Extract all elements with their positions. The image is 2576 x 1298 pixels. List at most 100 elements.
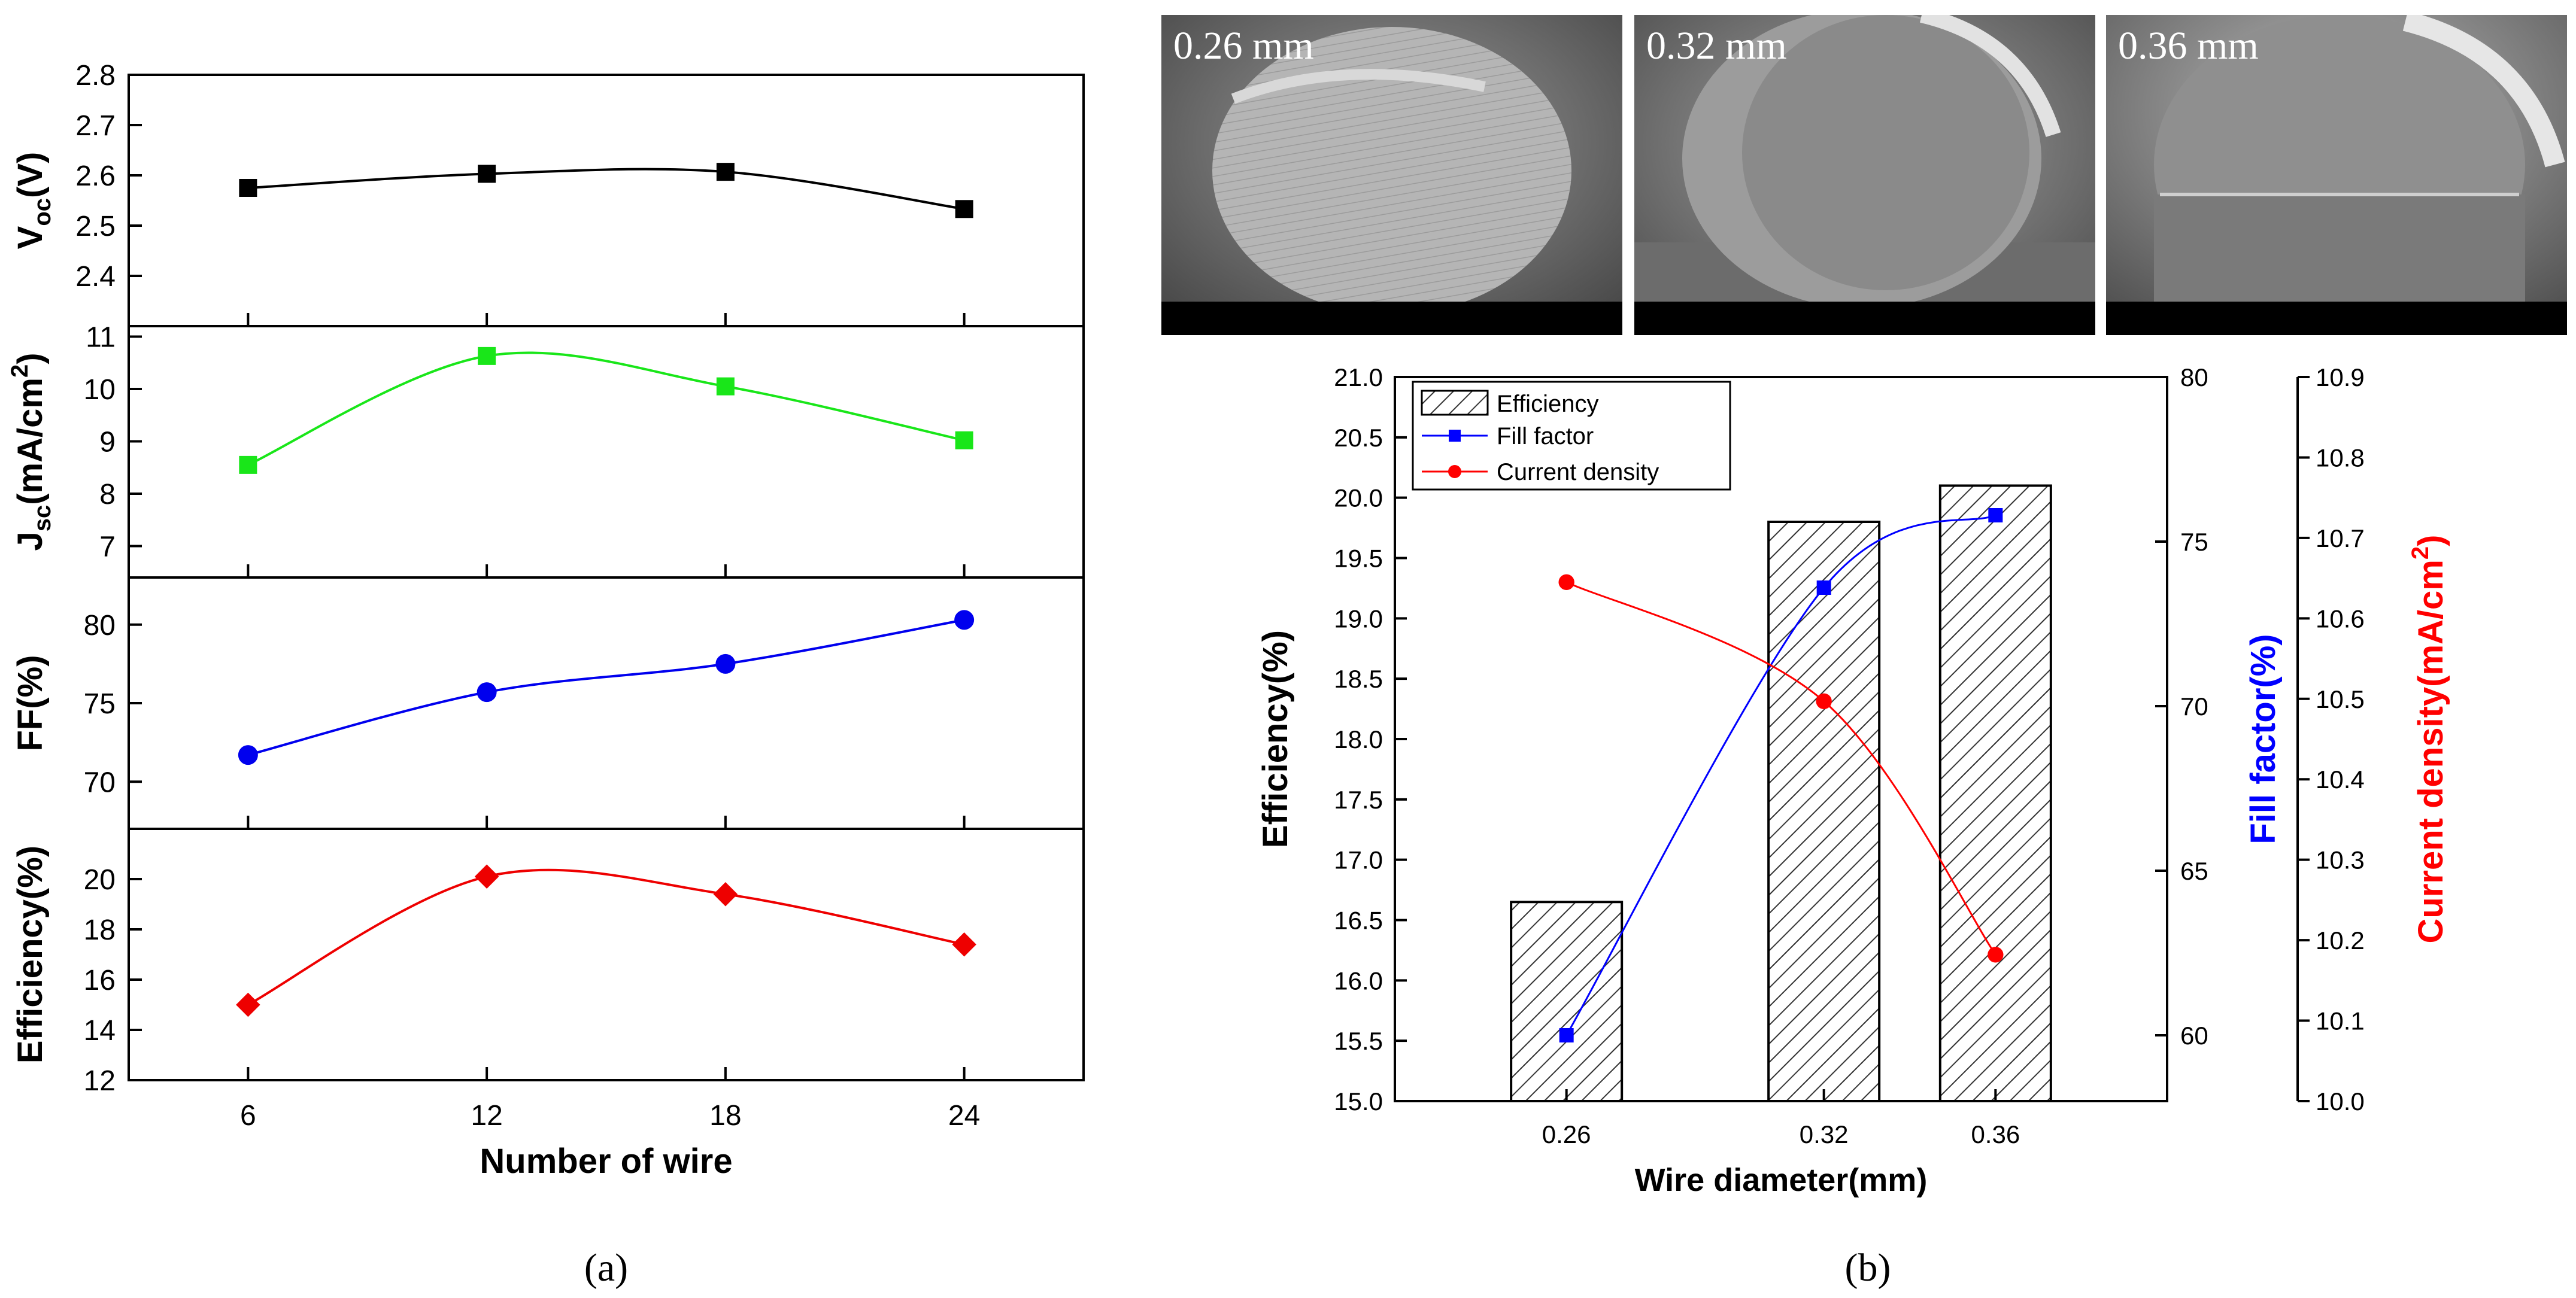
fill-factor-point xyxy=(1988,508,2003,522)
y-tick-label: 18 xyxy=(84,914,116,946)
y-label-main: Current density(mA/cm xyxy=(2411,560,2450,943)
current-density-point xyxy=(1816,693,1832,710)
y-tick-label: 16 xyxy=(84,965,116,996)
sem-image-label: 0.26 mm xyxy=(1173,24,1314,68)
y-tick-label: 20 xyxy=(84,864,116,896)
y-axis-label-current-density: Current density(mA/cm2) xyxy=(2407,535,2450,944)
subplot-2: 70 75 80 FF(%) xyxy=(11,576,1085,830)
data-point xyxy=(239,179,257,197)
panel-b-chart: 15.0 15.5 16.0 16.5 17.0 17.5 18.0 18.5 19.0 19.5… xyxy=(1256,363,2450,1290)
sem-image-0.32: 0.32 mm xyxy=(1634,15,2095,335)
subplot-frame xyxy=(128,828,1085,1081)
y-tick-label: 19.5 xyxy=(1334,545,1383,573)
series-line xyxy=(248,168,964,211)
x-tick-label: 0.26 xyxy=(1542,1120,1591,1148)
data-point xyxy=(238,745,258,765)
y-tick-label: 11 xyxy=(86,322,116,354)
data-point xyxy=(474,864,499,889)
y-label-close: ) xyxy=(11,352,50,364)
wire-cross-section-photo-icon xyxy=(1634,15,2095,335)
panel-label: (a) xyxy=(584,1246,628,1290)
x-tick-label: 6 xyxy=(240,1100,256,1132)
x-axis-label: Wire diameter(mm) xyxy=(1635,1162,1928,1198)
panel-label: (b) xyxy=(1845,1246,1891,1290)
sem-info-bar xyxy=(1634,302,2095,335)
x-tick-label: 0.32 xyxy=(1800,1120,1849,1148)
y-tick-label: 2.6 xyxy=(75,160,116,192)
y2-tick-label: 80 xyxy=(2180,363,2208,391)
y3-tick-label: 10.7 xyxy=(2316,524,2365,552)
legend-marker xyxy=(1449,430,1461,442)
y-label-main: FF(%) xyxy=(11,655,50,751)
data-point xyxy=(239,455,257,474)
y-label-main: J xyxy=(11,531,50,551)
x-tick-label: 18 xyxy=(709,1100,741,1132)
y3-tick-label: 10.0 xyxy=(2316,1087,2365,1115)
y-axis-label: Jsc(mA/cm2) xyxy=(7,352,56,551)
efficiency-bar xyxy=(1938,484,2052,1102)
data-point xyxy=(478,165,496,183)
y-label-sub: oc xyxy=(29,198,56,226)
y-label-sup: 2 xyxy=(7,364,33,378)
y-tick-label: 14 xyxy=(84,1015,116,1047)
y-tick-label: 19.0 xyxy=(1334,604,1383,633)
y-tick-label: 2.4 xyxy=(75,261,116,293)
data-point xyxy=(716,163,735,181)
y3-tick-label: 10.2 xyxy=(2316,926,2365,954)
y3-tick-label: 10.9 xyxy=(2316,363,2365,391)
y-tick-label: 75 xyxy=(84,688,116,720)
x-tick-label: 0.36 xyxy=(1971,1120,2020,1148)
y-tick-label: 12 xyxy=(84,1065,116,1097)
y3-tick-label: 10.1 xyxy=(2316,1007,2365,1035)
sem-info-bar xyxy=(1161,302,1622,335)
y3-tick-label: 10.4 xyxy=(2316,765,2365,794)
y-tick-label: 7 xyxy=(99,531,116,563)
y-tick-label: 16.0 xyxy=(1334,966,1383,995)
fill-factor-point xyxy=(1559,1028,1574,1042)
fill-factor-point xyxy=(1816,580,1831,595)
x-axis-label: Number of wire xyxy=(480,1142,732,1181)
y-label-sup: 2 xyxy=(2407,546,2434,560)
panel-a-chart: 2.42.52.62.72.8Voc(V)7891011Jsc(mA/cm2)7… xyxy=(7,60,1085,1290)
y-tick-label: 2.5 xyxy=(75,211,116,242)
y-tick-label: 2.7 xyxy=(75,110,116,142)
y-tick-label: 20.0 xyxy=(1334,484,1383,512)
data-point xyxy=(236,992,260,1017)
data-point xyxy=(713,881,738,907)
sem-image-label: 0.32 mm xyxy=(1646,24,1787,68)
wire-cross-section-photo-icon xyxy=(1161,15,1622,335)
y-label-tail: (mA/cm xyxy=(11,378,50,505)
y-axis-label: Efficiency(%) xyxy=(11,846,50,1063)
fill-factor-line xyxy=(1565,514,1996,1036)
legend-label: Current density xyxy=(1497,459,1659,485)
y-label-tail: (V) xyxy=(11,152,50,198)
subplot-1: 7 8 9 10 11 Jsc(mA/cm2) xyxy=(7,322,1085,579)
y-axis-label: Voc(V) xyxy=(11,152,56,250)
y-label-tail: ) xyxy=(2411,535,2450,546)
y2-tick-label: 70 xyxy=(2180,692,2208,721)
y2-tick-label: 75 xyxy=(2180,528,2208,556)
efficiency-bar xyxy=(1767,521,1881,1102)
y-tick-label: 15.0 xyxy=(1334,1087,1383,1115)
y-tick-label: 17.0 xyxy=(1334,846,1383,874)
y-label-main: Efficiency(%) xyxy=(11,846,50,1063)
y-axis-label: FF(%) xyxy=(11,655,50,751)
data-point xyxy=(955,431,973,449)
subplot-3: 12 14 16 18 20 Efficiency(%) xyxy=(11,828,1085,1097)
y-tick-label: 10 xyxy=(84,374,116,406)
sem-image-label: 0.36 mm xyxy=(2118,24,2259,68)
data-point xyxy=(478,346,496,365)
y-label-sub: sc xyxy=(29,505,56,532)
sem-image-0.36: 0.36 mm xyxy=(2106,15,2567,335)
y-tick-label: 21.0 xyxy=(1334,363,1383,391)
sem-info-bar xyxy=(2106,302,2567,335)
y-label-main: V xyxy=(11,226,50,249)
data-point xyxy=(477,682,497,703)
legend-swatch-efficiency xyxy=(1421,390,1489,416)
y3-tick-label: 10.6 xyxy=(2316,604,2365,633)
subplot-frame xyxy=(128,74,1085,327)
data-point xyxy=(716,377,735,396)
x-tick-label: 24 xyxy=(948,1100,980,1132)
legend-label: Fill factor xyxy=(1497,423,1594,449)
